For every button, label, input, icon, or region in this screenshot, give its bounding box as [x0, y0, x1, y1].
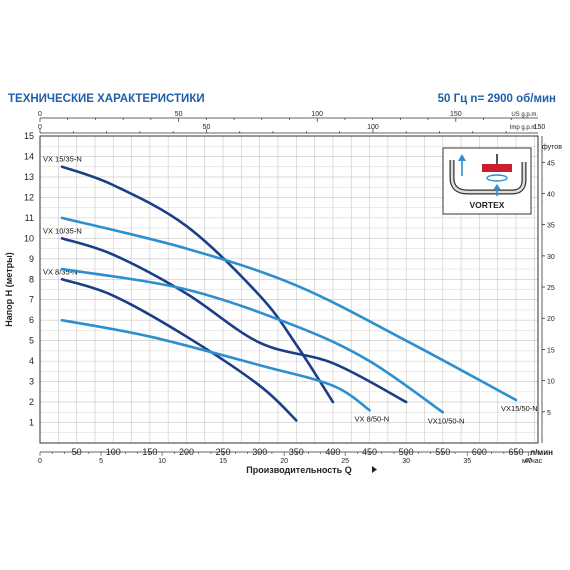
series-line	[60, 237, 408, 404]
y-tick-label: 4	[29, 356, 34, 366]
feet-tick-label: 15	[547, 347, 555, 354]
impeller	[482, 164, 512, 172]
outflow-arrowhead	[458, 154, 466, 161]
series-line	[60, 318, 371, 412]
x-tick-label-m3h: 30	[402, 458, 410, 465]
imp-gpm-tick-label: 100	[367, 124, 379, 131]
feet-tick-label: 45	[547, 160, 555, 167]
x-tick-label-m3h: 5	[99, 458, 103, 465]
y-tick-label: 13	[24, 172, 34, 182]
series-label: VX 15/35-N	[43, 155, 82, 164]
series-label: VX 8/35-N	[43, 267, 78, 276]
feet-tick-label: 40	[547, 191, 555, 198]
y-tick-label: 9	[29, 254, 34, 264]
series-label: VX10/50-N	[428, 416, 465, 425]
us-gpm-tick-label: 150	[450, 111, 462, 118]
vortex-inset: VORTEX	[442, 147, 532, 215]
x-tick-label-m3h: 25	[341, 458, 349, 465]
y-tick-label: 5	[29, 336, 34, 346]
y-tick-label: 14	[24, 151, 34, 161]
y-tick-label: 11	[25, 213, 34, 223]
x-tick-label-m3h: 0	[38, 458, 42, 465]
y-tick-label: 2	[29, 397, 34, 407]
imp-gpm-unit-label: Imp g.p.m.	[510, 125, 539, 131]
y-tick-label: 8	[29, 274, 34, 284]
y-axis-label: Напор H (метры)	[4, 252, 14, 327]
series-label: VX 8/50-N	[355, 414, 390, 423]
curves: VX 15/35-N VX 10/35-N VX 8/35-N VX15/50-N VX…	[43, 155, 538, 426]
x-tick-label-m3h: 40	[524, 458, 532, 465]
x-unit-lpm: л/мин	[530, 448, 553, 457]
series-line	[60, 267, 445, 414]
us-gpm-tick-label: 100	[311, 111, 323, 118]
us-gpm-unit-label: US g.p.m.	[511, 112, 538, 118]
x-axis-label: Производительность Q	[246, 465, 351, 475]
series-label: VX 10/35-N	[43, 226, 82, 235]
y-tick-label: 1	[29, 418, 34, 428]
vortex-flow	[486, 174, 508, 182]
feet-tick-label: 10	[547, 379, 555, 386]
y-tick-label: 10	[24, 233, 34, 243]
feet-tick-label: 30	[547, 254, 555, 261]
x-tick-label-m3h: 20	[280, 458, 288, 465]
feet-tick-label: 5	[547, 410, 551, 417]
page-title: ТЕХНИЧЕСКИЕ ХАРАКТЕРИСТИКИ	[8, 93, 205, 105]
imp-gpm-tick-label: 0	[38, 124, 42, 131]
bottom-axes: 50100150200250300350400450500550600650л/…	[38, 447, 553, 475]
x-tick-label-m3h: 35	[463, 458, 471, 465]
x-tick-label-m3h: 10	[158, 458, 166, 465]
series-label: VX15/50-N	[501, 404, 538, 413]
imp-gpm-tick-label: 150	[534, 124, 546, 131]
imp-gpm-tick-label: 50	[203, 124, 211, 131]
y-tick-label: 6	[29, 315, 34, 325]
inset-frame	[442, 147, 532, 215]
x-axis-arrow	[372, 466, 377, 473]
series-line	[60, 165, 335, 404]
vortex-label: VORTEX	[470, 200, 505, 210]
us-gpm-tick-label: 50	[175, 111, 183, 118]
pump-casing-inner	[450, 160, 526, 194]
inflow-arrowhead	[493, 184, 501, 190]
x-unit-m3h: м³/час	[522, 458, 543, 465]
us-gpm-tick-label: 0	[38, 111, 42, 118]
series-line	[60, 216, 518, 402]
feet-unit-label: футов	[542, 144, 562, 151]
y-tick-label: 7	[29, 295, 34, 305]
feet-tick-label: 25	[547, 285, 555, 292]
y-tick-label: 15	[24, 131, 34, 141]
series-line	[60, 277, 298, 422]
x-tick-label-m3h: 15	[219, 458, 227, 465]
y-tick-label: 12	[24, 192, 34, 202]
spec-label: 50 Гц n= 2900 об/мин	[437, 93, 556, 105]
y-tick-label: 3	[29, 377, 34, 387]
feet-tick-label: 35	[547, 223, 555, 230]
feet-tick-label: 20	[547, 316, 555, 323]
plot-frame	[39, 135, 539, 444]
